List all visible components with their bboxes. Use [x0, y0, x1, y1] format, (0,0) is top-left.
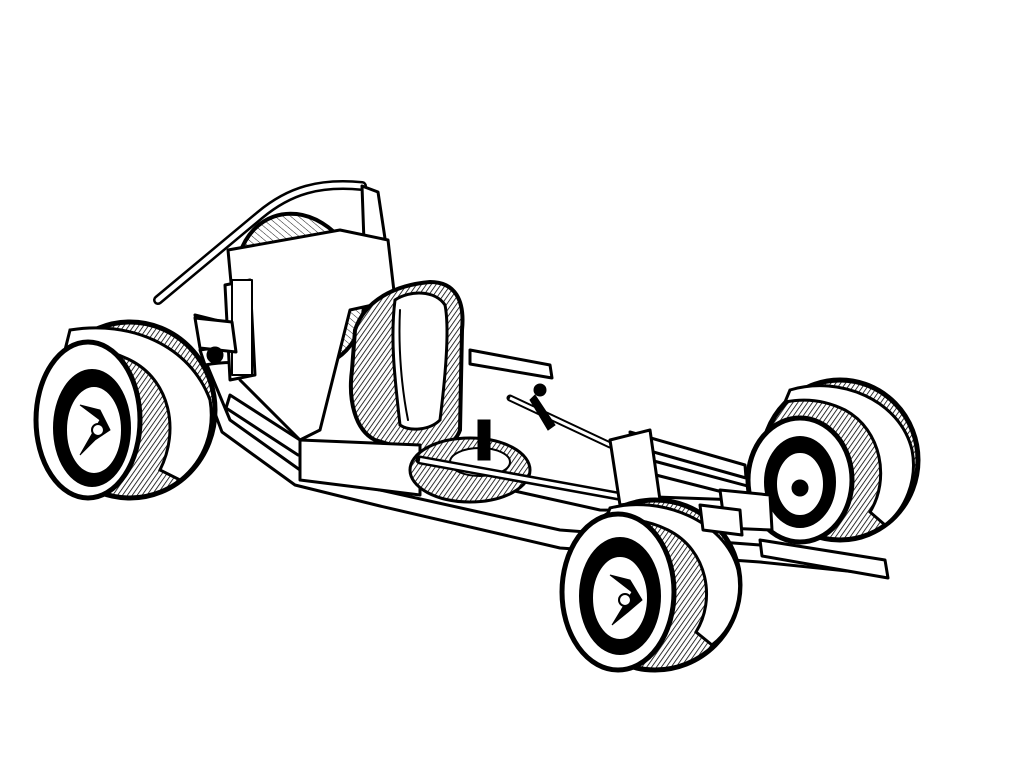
wheel-front-right	[559, 497, 743, 673]
side-panel	[223, 228, 397, 442]
front-spindle	[193, 316, 238, 364]
steering-column	[415, 383, 645, 505]
wheel-rear-right	[745, 377, 921, 545]
wheel-front-left	[33, 319, 218, 501]
front-right-spindle	[698, 503, 744, 537]
seat	[348, 279, 465, 455]
